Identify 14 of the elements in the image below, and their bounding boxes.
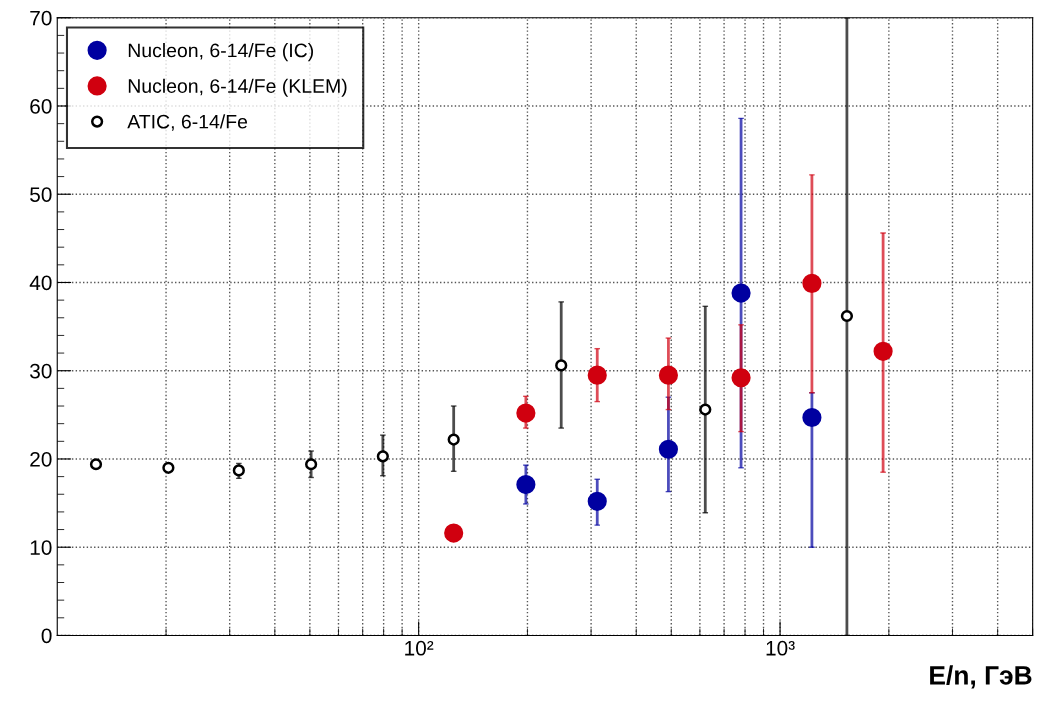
y-tick-label: 30 xyxy=(30,363,52,379)
x-axis-title: E/n, ГэВ xyxy=(930,665,1032,689)
y-tick-label: 40 xyxy=(29,275,52,291)
legend-label: Nucleon, 6-14/Fe (IC) xyxy=(128,43,313,62)
legend-label: Nucleon, 6-14/Fe (KLEM) xyxy=(128,78,347,97)
x-tick-label: 10² xyxy=(405,640,434,656)
legend-label: ATIC, 6-14/Fe xyxy=(127,114,248,131)
y-tick-label: 0 xyxy=(41,628,52,644)
y-tick-label: 70 xyxy=(30,10,52,26)
x-tick-label: 10³ xyxy=(766,640,795,656)
y-tick-label: 20 xyxy=(30,451,52,467)
y-tick-label: 10 xyxy=(30,540,52,555)
y-tick-label: 60 xyxy=(30,98,52,114)
y-tick-label: 50 xyxy=(30,187,52,202)
